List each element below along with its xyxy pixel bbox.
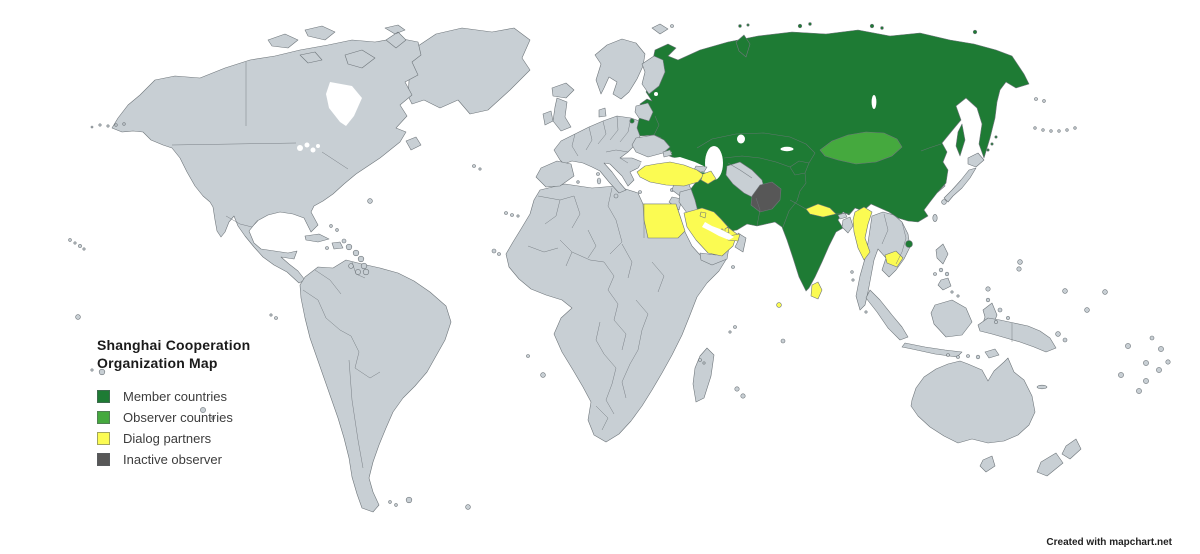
lake-baikal [871, 95, 877, 109]
persian-gulf [702, 222, 734, 240]
island-great-britain [552, 97, 572, 132]
legend-row-inactive: Inactive observer [97, 449, 250, 470]
island-luzon [935, 243, 949, 265]
country-greenland [407, 27, 531, 115]
island-new-siberian [869, 23, 875, 29]
country-kuwait [699, 211, 707, 219]
lake-ladoga [654, 92, 658, 96]
internal-borders-other [171, 62, 1013, 469]
arctic-islands-canada [267, 24, 422, 151]
great-lakes-1 [297, 145, 303, 151]
island-java [901, 342, 963, 358]
region-iberia [535, 160, 575, 188]
dialog-color-swatch [97, 432, 110, 445]
region-crimea [662, 149, 673, 158]
observer-color-swatch [97, 411, 110, 424]
island-hainan [905, 240, 913, 248]
legend-title-line2: Organization Map [97, 355, 218, 371]
sco-dialog-partners [636, 161, 904, 308]
island-new-guinea [977, 317, 1057, 353]
legend-row-member: Member countries [97, 386, 250, 407]
island-madagascar [692, 347, 715, 403]
island-borneo [930, 299, 973, 338]
country-myanmar [852, 206, 873, 261]
region-kaliningrad [629, 118, 635, 124]
member-color-swatch [97, 390, 110, 403]
island-severnaya-zemlya-2 [808, 22, 812, 26]
country-denmark [598, 107, 607, 118]
hudson-bay [326, 82, 362, 126]
legend-label-inactive: Inactive observer [123, 452, 222, 467]
island-iceland [551, 82, 575, 99]
country-bangladesh [841, 216, 854, 234]
island-franz-josef [738, 24, 742, 28]
island-ireland [542, 110, 554, 126]
island-timor [984, 348, 1000, 359]
map-legend: Shanghai Cooperation Organization Map Me… [97, 336, 250, 470]
island-kurils-2 [990, 142, 994, 146]
country-afghanistan [750, 181, 782, 213]
island-kurils-1 [986, 148, 990, 152]
internal-borders-members [653, 115, 942, 228]
country-azerbaijan [700, 170, 717, 185]
country-jordan-israel [668, 196, 683, 211]
island-hokkaido [967, 152, 985, 168]
legend-label-observer: Observer countries [123, 410, 233, 425]
country-maldives [776, 302, 782, 308]
island-sumatra [865, 289, 909, 341]
legend-title: Shanghai Cooperation Organization Map [97, 336, 250, 372]
lake-balkhash [780, 146, 794, 152]
island-franz-josef-2 [746, 23, 750, 27]
island-hispaniola [331, 241, 344, 250]
country-mongolia [819, 131, 903, 165]
island-new-zealand-south [1036, 452, 1064, 477]
region-australia [910, 357, 1036, 444]
island-novaya-zemlya [735, 34, 751, 58]
country-finland [641, 55, 666, 95]
neighbor-countries-default [629, 55, 998, 266]
island-honshu [943, 167, 977, 203]
region-baltic-states [634, 102, 654, 122]
great-lakes-3 [310, 147, 316, 153]
great-lakes-4 [316, 144, 320, 148]
island-new-zealand-north [1061, 438, 1082, 460]
legend-label-dialog: Dialog partners [123, 431, 212, 446]
island-sakhalin [955, 123, 966, 157]
country-cambodia [884, 250, 904, 268]
legend-row-observer: Observer countries [97, 407, 250, 428]
country-qatar [724, 226, 730, 234]
island-new-siberian-2 [880, 26, 884, 30]
region-south-america [299, 259, 452, 513]
region-indochina [855, 211, 911, 311]
island-severnaya-zemlya [797, 23, 803, 29]
island-cuba [304, 233, 330, 243]
island-mindanao [937, 277, 952, 291]
island-new-caledonia [1036, 384, 1048, 390]
island-taiwan [932, 214, 938, 222]
legend-label-member: Member countries [123, 389, 228, 404]
legend-row-dialog: Dialog partners [97, 428, 250, 449]
legend-items: Member countries Observer countries Dial… [97, 386, 250, 470]
island-tasmania [979, 455, 996, 473]
island-sardinia [596, 177, 602, 185]
small-islands [68, 24, 1171, 510]
country-egypt [642, 203, 686, 239]
region-north-america [111, 37, 422, 284]
aral-sea [737, 134, 745, 144]
legend-title-line1: Shanghai Cooperation [97, 337, 251, 353]
island-svalbard [651, 23, 669, 35]
great-lakes-2 [304, 142, 310, 148]
island-wrangel [972, 29, 978, 35]
inactive-color-swatch [97, 453, 110, 466]
region-scandinavia [594, 38, 646, 100]
mapchart-attribution: Created with mapchart.net [1046, 537, 1172, 548]
region-europe-mainland [553, 115, 643, 194]
island-kurils-3 [994, 135, 998, 139]
country-sri-lanka [810, 281, 823, 300]
